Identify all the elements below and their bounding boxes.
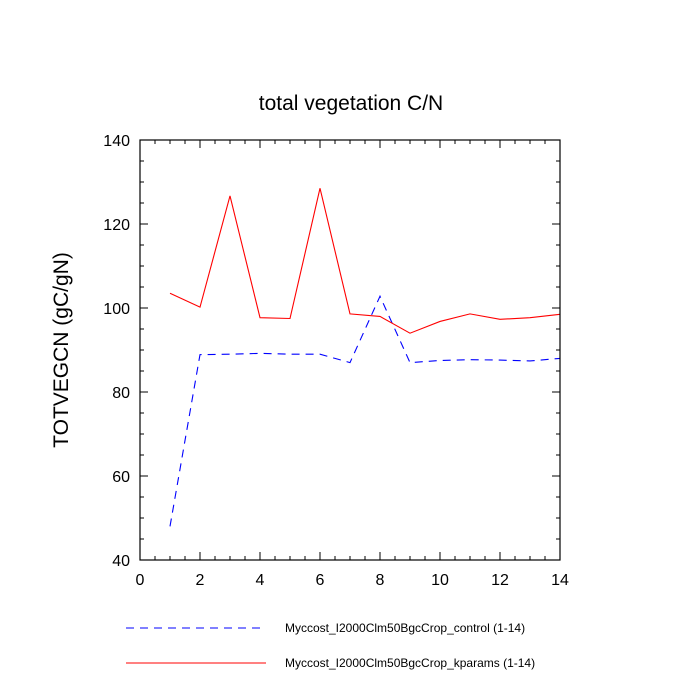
chart-title: total vegetation C/N xyxy=(259,92,443,115)
series-line-1 xyxy=(169,294,561,527)
axis-ticks: 0 2 4 6 8 10 12 14 40 60 80 100 120 140 xyxy=(103,133,569,589)
x-tick-label: 0 xyxy=(136,572,145,589)
series-line-2 xyxy=(169,188,561,334)
x-tick-label: 2 xyxy=(196,572,205,589)
y-tick-label: 80 xyxy=(112,385,130,402)
series-lines xyxy=(169,188,561,527)
legend: Myccost_I2000Clm50BgcCrop_control (1-14)… xyxy=(126,621,535,670)
x-tick-label: 10 xyxy=(431,572,449,589)
x-tick-label: 12 xyxy=(491,572,509,589)
y-tick-label: 140 xyxy=(103,133,130,150)
y-tick-label: 120 xyxy=(103,217,130,234)
plot-frame xyxy=(139,139,561,561)
y-axis-label: TOTVEGCN (gC/gN) xyxy=(50,252,73,448)
y-tick-label: 100 xyxy=(103,301,130,318)
x-tick-label: 8 xyxy=(376,572,385,589)
x-tick-label: 6 xyxy=(316,572,325,589)
legend-label-1: Myccost_I2000Clm50BgcCrop_control (1-14) xyxy=(285,621,525,635)
legend-label-2: Myccost_I2000Clm50BgcCrop_kparams (1-14) xyxy=(285,656,535,670)
x-tick-label: 14 xyxy=(551,572,569,589)
y-tick-label: 40 xyxy=(112,553,130,570)
x-tick-label: 4 xyxy=(256,572,265,589)
y-tick-label: 60 xyxy=(112,469,130,486)
